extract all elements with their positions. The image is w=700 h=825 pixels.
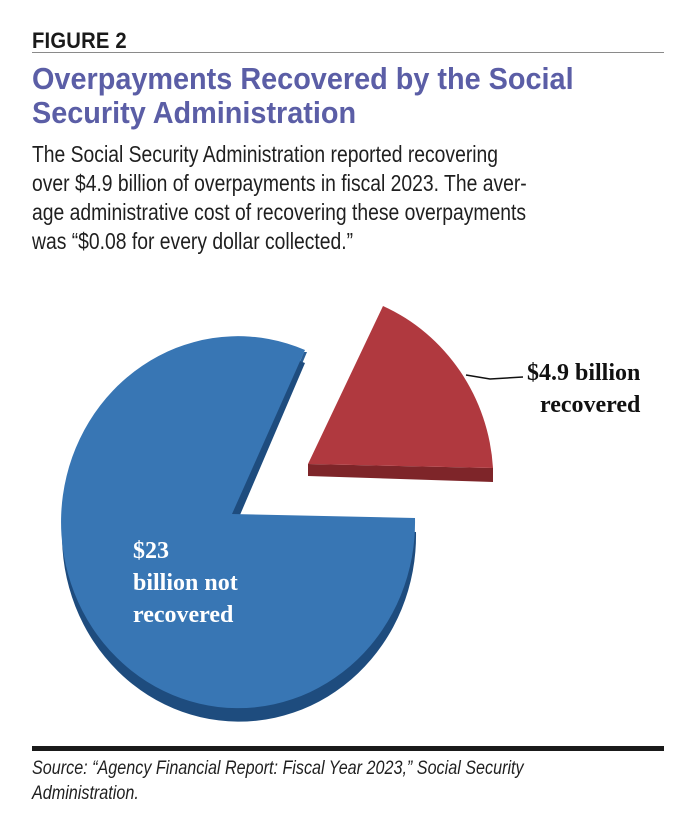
not-recovered-label: billion not — [133, 570, 238, 596]
source-note: Source: “Agency Financial Report: Fiscal… — [32, 756, 644, 806]
recovered-label: $4.9 billion — [527, 360, 640, 386]
not-recovered-label: recovered — [133, 602, 234, 628]
bottom-divider — [32, 746, 664, 751]
subtitle-line: was “$0.08 for every dollar collected.” — [32, 228, 354, 254]
title-line: Overpayments Recovered by the Social — [32, 61, 574, 96]
not-recovered-label: $23 — [133, 538, 169, 564]
recovered-label: recovered — [540, 392, 641, 418]
leader-line — [465, 374, 524, 380]
figure-label: FIGURE 2 — [32, 28, 127, 53]
figure-subtitle: The Social Security Administration repor… — [32, 140, 603, 256]
subtitle-line: age administrative cost of recovering th… — [32, 199, 526, 225]
source-line: Source: “Agency Financial Report: Fiscal… — [32, 758, 524, 779]
slice-recovered: $4.9 billion recovered — [308, 306, 641, 482]
subtitle-line: over $4.9 billion of overpayments in fis… — [32, 170, 527, 196]
title-line: Security Administration — [32, 95, 357, 130]
subtitle-line: The Social Security Administration repor… — [32, 141, 499, 167]
source-line: Administration. — [32, 783, 139, 804]
figure-title: Overpayments Recovered by the Social Sec… — [32, 62, 637, 130]
top-divider — [32, 52, 664, 53]
pie-chart: $23 billion not recovered $4.9 billion r… — [61, 306, 641, 722]
slice-not-recovered: $23 billion not recovered — [61, 336, 417, 722]
